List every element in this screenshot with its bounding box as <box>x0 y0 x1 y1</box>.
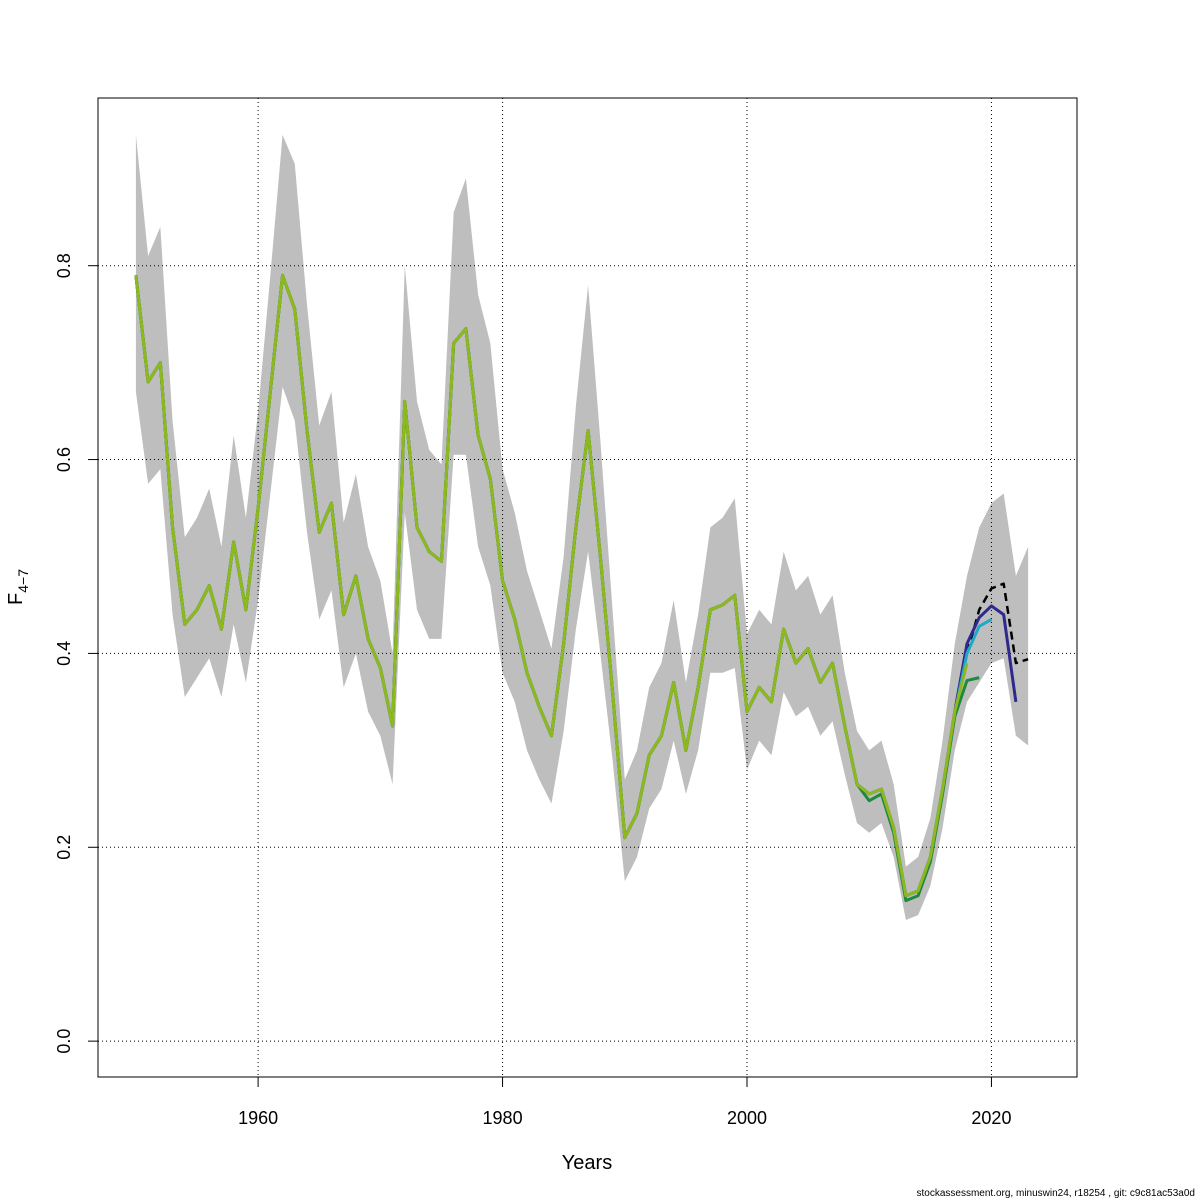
y-tick-label: 0.8 <box>54 253 74 278</box>
footer: stockassessment.org, minuswin24, r18254 … <box>917 1188 1196 1199</box>
series-line <box>134 273 969 898</box>
y-tick-label: 0.0 <box>54 1029 74 1054</box>
plot-frame <box>97 97 1078 1078</box>
y-axis-title-sub: 4−7 <box>15 569 31 593</box>
x-tick-label: 2020 <box>971 1108 1011 1128</box>
confidence-band <box>135 134 1029 920</box>
y-tick-label: 0.2 <box>54 835 74 860</box>
x-tick-label: 1960 <box>238 1108 278 1128</box>
x-axis-title: Years <box>562 1152 612 1174</box>
y-axis-title: F4−7 <box>5 569 31 605</box>
x-tick-label: 2000 <box>727 1108 767 1128</box>
y-tick-label: 0.6 <box>54 447 74 472</box>
y-axis-title-main: F <box>5 593 27 605</box>
x-tick-label: 1980 <box>483 1108 523 1128</box>
y-tick-label: 0.4 <box>54 641 74 666</box>
